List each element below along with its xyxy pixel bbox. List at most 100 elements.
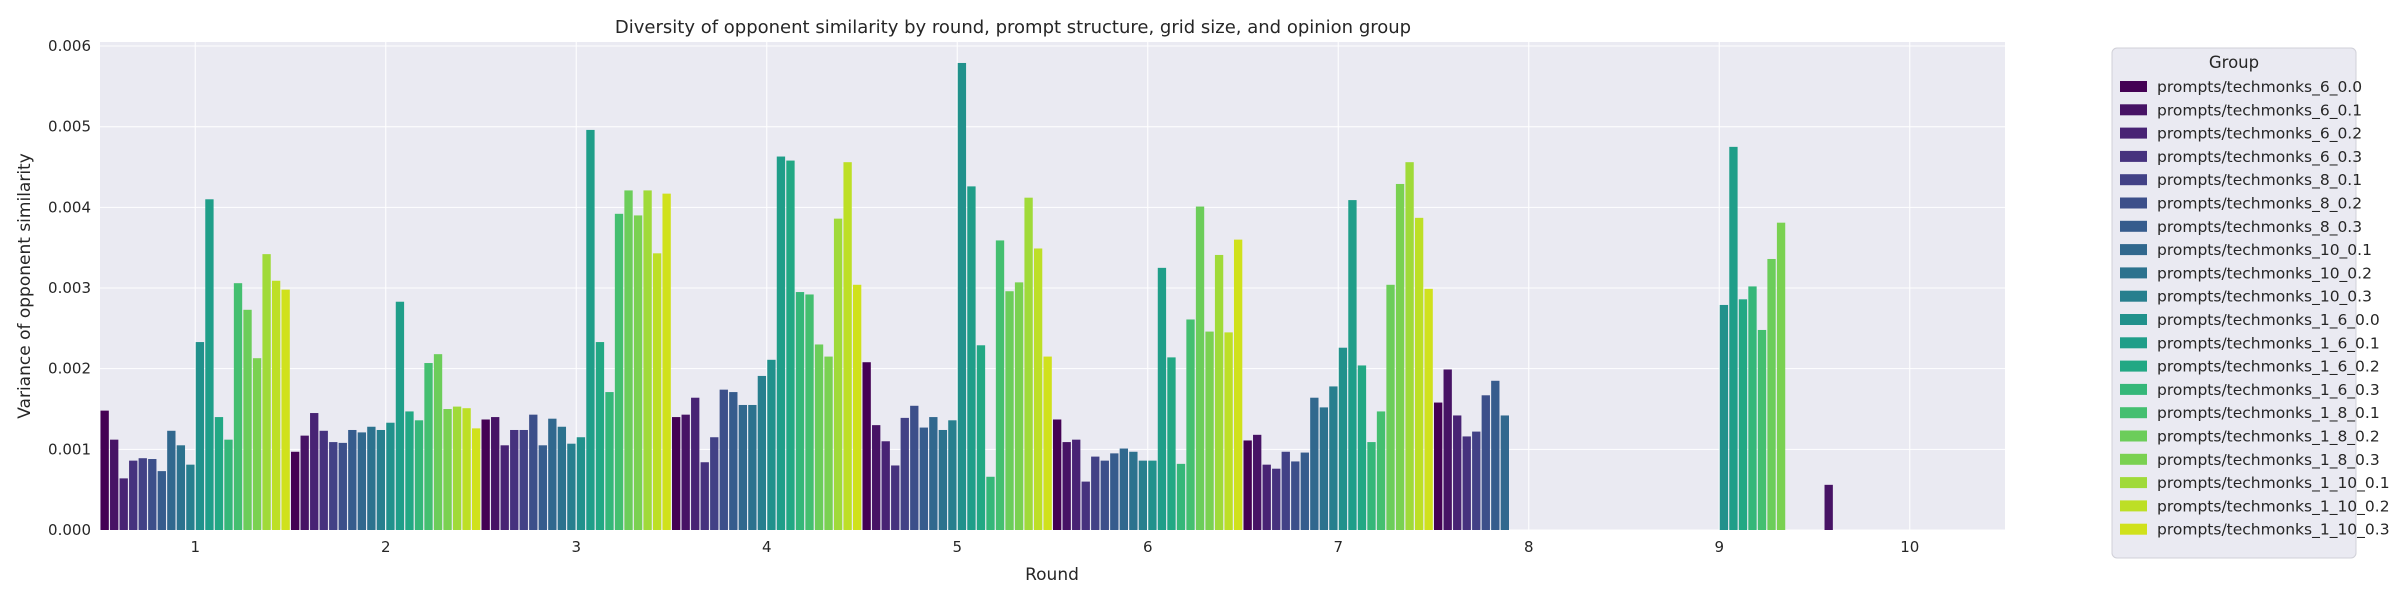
bar <box>633 215 643 530</box>
bar <box>957 62 967 531</box>
bar <box>1119 448 1128 530</box>
bar <box>862 362 871 530</box>
bar <box>1462 436 1471 530</box>
legend-swatch <box>2120 500 2147 512</box>
bar <box>167 430 176 530</box>
bar <box>1195 206 1205 530</box>
bar <box>338 442 347 530</box>
bar <box>738 404 747 530</box>
bar <box>795 292 805 530</box>
bar <box>786 160 795 530</box>
bar <box>148 459 157 530</box>
bar <box>1110 453 1119 530</box>
bar <box>519 429 528 530</box>
bar <box>1300 452 1309 530</box>
bar <box>1100 460 1109 530</box>
bar <box>948 420 957 530</box>
bar <box>395 301 405 530</box>
bar <box>814 344 824 530</box>
bar <box>310 413 319 530</box>
bar <box>1005 291 1014 530</box>
bar <box>1481 395 1490 530</box>
bar <box>1348 200 1357 530</box>
y-tick-label: 0.005 <box>48 118 91 136</box>
bar <box>1186 319 1195 530</box>
bar <box>1748 286 1757 530</box>
bar <box>1167 357 1176 530</box>
bar <box>1414 217 1424 531</box>
bar <box>1729 146 1738 530</box>
bar <box>386 422 395 530</box>
bar <box>291 451 300 530</box>
bar <box>900 417 909 530</box>
bar <box>1367 442 1376 530</box>
bar <box>586 129 595 530</box>
legend-entry: prompts/techmonks_1_10_0.3 <box>2157 521 2390 540</box>
bar <box>1719 304 1729 530</box>
legend-swatch <box>2120 477 2147 489</box>
bar <box>548 418 557 530</box>
legend-swatch <box>2120 523 2147 535</box>
bar <box>119 478 128 530</box>
legend-swatch <box>2120 314 2147 325</box>
x-tick-label: 3 <box>571 538 581 556</box>
bar <box>1272 468 1281 530</box>
bar <box>1357 365 1367 530</box>
legend-swatch <box>2120 127 2147 139</box>
bar <box>1434 402 1443 530</box>
bar <box>1033 248 1043 531</box>
bar <box>1281 451 1290 530</box>
bar <box>767 359 776 530</box>
bar <box>1376 411 1386 530</box>
x-tick-label: 4 <box>762 538 772 556</box>
y-tick-label: 0.004 <box>48 198 91 216</box>
bar <box>1338 347 1348 530</box>
bar <box>652 253 662 531</box>
legend-entry: prompts/techmonks_1_6_0.0 <box>2157 311 2380 330</box>
bar <box>872 425 881 530</box>
legend-entry: prompts/techmonks_10_0.2 <box>2157 264 2372 283</box>
legend-entry: prompts/techmonks_1_8_0.2 <box>2157 428 2380 447</box>
y-tick-label: 0.002 <box>48 360 91 378</box>
bar <box>719 389 728 530</box>
bar <box>1757 329 1767 530</box>
bar <box>443 409 452 530</box>
chart-title: Diversity of opponent similarity by roun… <box>615 17 1411 38</box>
bar <box>681 414 690 530</box>
bar <box>224 439 233 530</box>
bar <box>491 417 500 530</box>
bar <box>1386 284 1395 530</box>
bar <box>643 190 652 530</box>
bar <box>1443 369 1452 530</box>
bar <box>995 240 1005 530</box>
bar <box>1043 356 1052 530</box>
bar <box>1319 407 1329 530</box>
bar <box>195 342 205 530</box>
y-tick-label: 0.001 <box>48 440 91 458</box>
bar <box>1491 380 1500 530</box>
bar <box>214 417 224 530</box>
bar <box>929 417 938 530</box>
legend-entry: prompts/techmonks_1_10_0.2 <box>2157 497 2390 516</box>
bar <box>233 283 243 530</box>
bar <box>1395 183 1405 531</box>
bar <box>510 429 519 530</box>
legend-swatch <box>2120 337 2147 349</box>
bar <box>462 408 471 530</box>
legend-swatch <box>2120 453 2147 465</box>
bar <box>281 289 290 530</box>
bar <box>205 199 214 531</box>
bar <box>100 410 109 530</box>
x-tick-label: 10 <box>1900 538 1919 556</box>
bar <box>1072 439 1081 530</box>
x-tick-label: 8 <box>1524 538 1534 556</box>
x-tick-label: 9 <box>1714 538 1724 556</box>
x-tick-label: 7 <box>1333 538 1343 556</box>
bar <box>967 186 976 530</box>
bar <box>348 429 357 530</box>
bar <box>271 280 281 530</box>
bar <box>186 464 195 530</box>
legend-swatch <box>2120 407 2147 419</box>
bar <box>1767 258 1776 530</box>
bar <box>710 437 719 530</box>
